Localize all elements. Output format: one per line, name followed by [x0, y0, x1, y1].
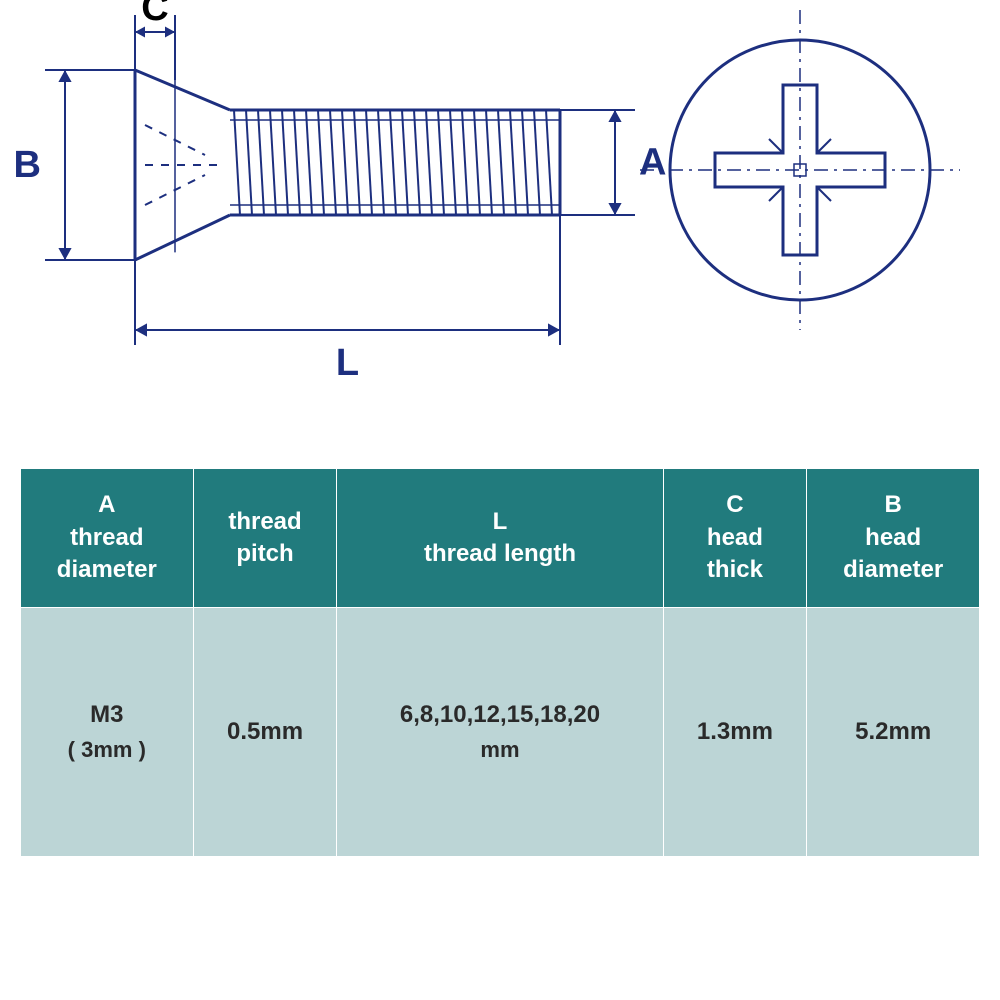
svg-text:C: C: [141, 0, 168, 29]
cell-A-sub: ( 3mm ): [27, 735, 187, 765]
cell-C: 1.3mm: [663, 608, 807, 857]
svg-text:B: B: [14, 144, 41, 186]
cell-pitch: 0.5mm: [193, 608, 337, 857]
cell-L: 6,8,10,12,15,18,20 mm: [337, 608, 663, 857]
cell-L-main: 6,8,10,12,15,18,20: [400, 701, 600, 728]
header-pitch: threadpitch: [193, 469, 337, 608]
svg-text:L: L: [336, 342, 359, 384]
screw-diagram: C B A L: [0, 0, 1000, 420]
spec-table: AthreaddiameterthreadpitchLthread length…: [20, 468, 980, 857]
cell-B: 5.2mm: [807, 608, 980, 857]
cell-L-sub: mm: [343, 735, 656, 765]
header-L: Lthread length: [337, 469, 663, 608]
header-C: Cheadthick: [663, 469, 807, 608]
svg-text:A: A: [639, 142, 666, 184]
cell-A-main: M3: [90, 701, 123, 728]
header-A: Athreaddiameter: [21, 469, 194, 608]
header-B: Bheaddiameter: [807, 469, 980, 608]
spec-table-container: AthreaddiameterthreadpitchLthread length…: [20, 468, 980, 857]
cell-A: M3 ( 3mm ): [21, 608, 194, 857]
